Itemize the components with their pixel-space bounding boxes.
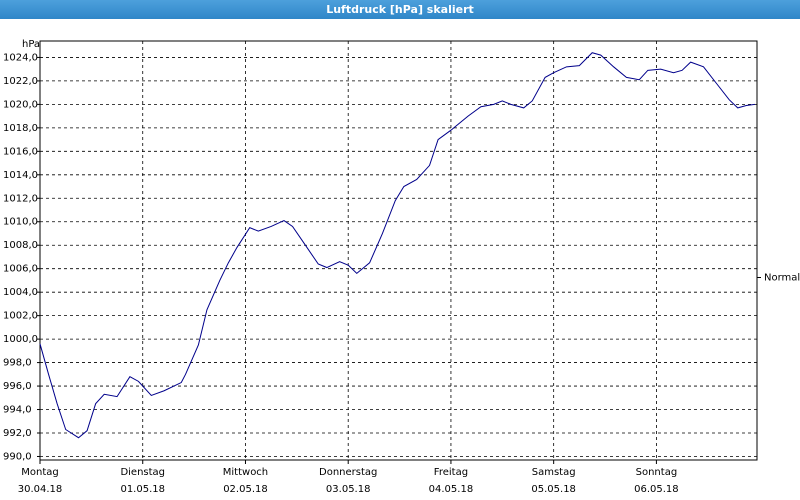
x-tick-label: Dienstag: [120, 467, 165, 478]
y-tick-label: 1020,0: [3, 99, 38, 110]
y-tick-label: 1018,0: [3, 123, 38, 134]
y-tick-label: 992,0: [3, 428, 32, 439]
y-tick-label: 1008,0: [3, 240, 38, 251]
legend-label: Normal: [764, 273, 800, 284]
y-tick-label: 1024,0: [3, 52, 38, 63]
y-tick-label: 1010,0: [3, 217, 38, 228]
y-tick-label: 1022,0: [3, 76, 38, 87]
x-tick-date: 02.05.18: [223, 484, 268, 495]
x-tick-date: 01.05.18: [120, 484, 165, 495]
x-tick-date: 30.04.18: [18, 484, 63, 495]
x-tick-date: 04.05.18: [429, 484, 474, 495]
x-tick-label: Samstag: [532, 467, 576, 478]
y-tick-label: 994,0: [3, 405, 32, 416]
plot-area: [39, 40, 758, 461]
y-tick-label: 1012,0: [3, 193, 38, 204]
y-tick-label: 1002,0: [3, 311, 38, 322]
y-tick-label: 990,0: [3, 451, 32, 462]
y-axis-label: hPa: [22, 39, 40, 50]
chart-title: Luftdruck [hPa] skaliert: [0, 0, 800, 19]
x-tick-label: Mittwoch: [223, 467, 268, 478]
x-tick-date: 03.05.18: [326, 484, 371, 495]
x-tick-date: 06.05.18: [634, 484, 679, 495]
x-tick-label: Freitag: [434, 467, 468, 478]
chart: hPa 990,0 992,0 994,0 996,0 998,0 1000,0 1002,…: [3, 39, 800, 495]
y-tick-label: 998,0: [3, 358, 32, 369]
x-tick-date: 05.05.18: [531, 484, 576, 495]
y-tick-label: 1006,0: [3, 264, 38, 275]
y-tick-label: 996,0: [3, 381, 32, 392]
y-tick-label: 1004,0: [3, 287, 38, 298]
y-tick-label: 1016,0: [3, 146, 38, 157]
x-tick-label: Donnerstag: [319, 467, 377, 478]
x-tick-label: Sonntag: [636, 467, 678, 478]
line-series: [39, 52, 755, 439]
y-tick-label: 1000,0: [3, 334, 38, 345]
x-tick-label: Montag: [21, 467, 58, 478]
y-tick-label: 1014,0: [3, 170, 38, 181]
